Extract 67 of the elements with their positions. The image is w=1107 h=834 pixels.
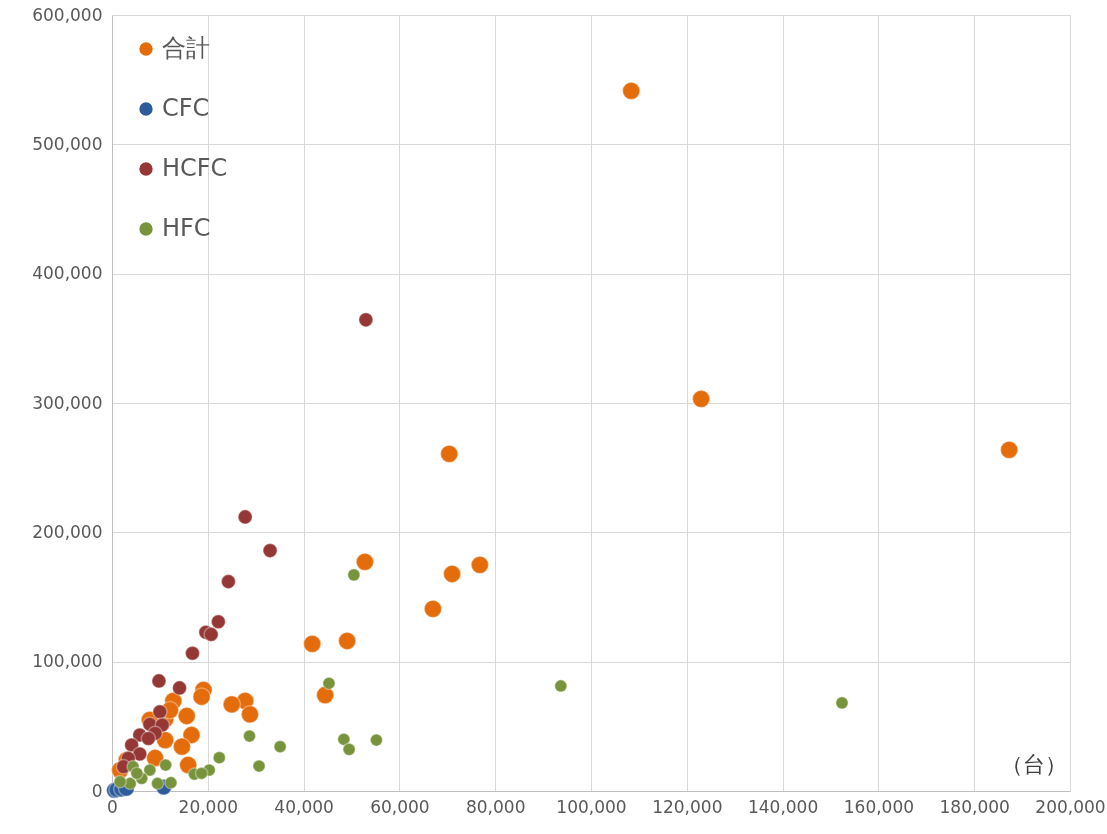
y-tick-label: 100,000 <box>32 651 103 672</box>
point <box>164 775 178 790</box>
point <box>158 758 173 772</box>
x-tick-label: 200,000 <box>1035 796 1106 817</box>
y-tick-label: 400,000 <box>32 263 103 284</box>
point <box>337 631 357 651</box>
point <box>192 687 211 707</box>
legend-label: HCFC <box>162 154 228 182</box>
point <box>358 312 374 328</box>
point <box>369 733 384 747</box>
point <box>347 568 361 582</box>
x-tick-label: 160,000 <box>843 796 915 817</box>
point <box>171 680 188 696</box>
point <box>222 694 242 714</box>
y-tick-label: 0 <box>91 780 103 801</box>
point <box>242 729 257 743</box>
point <box>835 696 849 710</box>
point <box>150 776 165 791</box>
point <box>113 774 128 789</box>
x-tick-label: 20,000 <box>178 796 239 817</box>
y-tick-label: 200,000 <box>32 521 103 542</box>
x-tick-label: 80,000 <box>465 796 526 817</box>
legend-label: CFC <box>162 94 210 122</box>
x-tick-label: 60,000 <box>370 796 430 817</box>
point <box>240 704 260 724</box>
point <box>142 763 157 777</box>
point <box>691 389 711 409</box>
x-tick-label: 40,000 <box>274 796 334 817</box>
x-tick-label: 120,000 <box>652 796 723 817</box>
point <box>172 737 192 757</box>
point <box>140 730 157 747</box>
point <box>302 634 322 654</box>
x-tick-label: 0 <box>107 796 118 817</box>
x-tick-label: 140,000 <box>747 796 819 817</box>
legend-label: 合計 <box>162 34 210 62</box>
point <box>553 679 568 693</box>
point <box>203 626 219 643</box>
point <box>194 766 209 781</box>
y-tick-label: 300,000 <box>32 392 103 413</box>
point <box>470 555 490 575</box>
legend-label: HFC <box>162 214 211 242</box>
point <box>621 81 641 101</box>
point <box>212 750 227 765</box>
point <box>342 742 356 757</box>
point <box>152 703 168 720</box>
point <box>130 766 144 781</box>
point <box>273 739 287 754</box>
point <box>439 444 459 464</box>
point <box>220 573 237 590</box>
point <box>423 599 443 619</box>
point <box>151 673 167 689</box>
y-tick-label: 600,000 <box>32 4 103 25</box>
y-tick-label: 500,000 <box>32 133 103 154</box>
point <box>237 509 253 525</box>
point <box>177 706 197 726</box>
point <box>336 732 351 747</box>
point <box>210 613 227 630</box>
point <box>184 645 201 662</box>
point <box>252 759 266 773</box>
x-tick-label: 100,000 <box>556 796 627 817</box>
point <box>442 564 462 584</box>
point <box>322 676 336 691</box>
point <box>999 440 1019 460</box>
annotation: （台） <box>1001 752 1067 777</box>
x-tick-label: 180,000 <box>939 796 1010 817</box>
point <box>355 552 375 572</box>
point <box>262 542 278 559</box>
